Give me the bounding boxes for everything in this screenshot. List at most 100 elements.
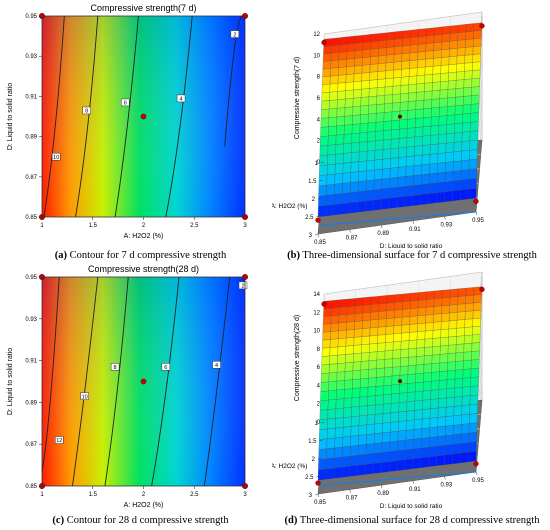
y-tick-label: 0.93 — [25, 317, 37, 323]
surface-cell — [416, 339, 426, 349]
surface-cell — [366, 169, 375, 181]
surface-cell — [346, 329, 355, 339]
surface-cell — [322, 60, 332, 70]
surface-cell — [473, 294, 482, 304]
surface-cell — [472, 317, 481, 328]
surface-cell — [414, 145, 423, 157]
x-tick-label: 2.5 — [190, 223, 199, 229]
surface-cell — [318, 195, 327, 207]
surface-cell — [366, 414, 376, 425]
caption-a-letter: (a) — [54, 250, 67, 261]
surface-cell — [336, 125, 345, 136]
surface-cell — [408, 67, 418, 77]
surface-cell — [328, 116, 337, 127]
surface-cell — [349, 201, 358, 214]
a-tick — [316, 215, 320, 218]
surface-cell — [363, 296, 372, 306]
d-tick — [412, 480, 415, 484]
surface-cell — [350, 161, 360, 173]
surface-cell — [341, 192, 351, 204]
surface-cell — [384, 350, 394, 360]
surface-cell — [446, 123, 455, 134]
surface-cell — [456, 335, 465, 345]
surface-cell — [407, 364, 417, 375]
surface-cell — [376, 367, 385, 378]
surface-cell — [321, 347, 331, 357]
surface-cell — [353, 344, 362, 354]
a-tick-label: 2 — [312, 457, 316, 463]
surface-cell — [441, 48, 450, 58]
x-tick-label: 2.5 — [190, 492, 199, 498]
surface-cell — [398, 128, 408, 139]
surface-cell — [413, 174, 422, 186]
surface-cell — [414, 126, 424, 138]
surface-cell — [441, 305, 450, 314]
surface-cell — [433, 49, 442, 59]
surface-cell — [471, 334, 481, 344]
surface-cell — [336, 389, 345, 400]
surface-cell — [336, 107, 346, 118]
surface-cell — [333, 193, 343, 205]
a-tick-label: 2.5 — [305, 215, 314, 221]
surface-cell — [407, 382, 416, 393]
design-point — [398, 114, 402, 119]
surface-cell — [462, 368, 472, 379]
surface-cell — [326, 427, 336, 439]
surface-cell — [449, 40, 458, 50]
surface-cell — [328, 389, 337, 401]
surface-cell — [421, 437, 430, 449]
surface-cell — [409, 59, 418, 69]
surface-cell — [361, 343, 370, 354]
surface-cell — [456, 319, 466, 329]
surface-cell — [429, 417, 439, 428]
surface-cell — [334, 163, 344, 175]
surface-cell — [440, 336, 449, 347]
d-tick — [317, 493, 320, 498]
contour-line — [114, 15, 139, 218]
surface-cell — [318, 458, 327, 471]
surface-cell — [415, 364, 425, 375]
surface-cell — [432, 73, 441, 83]
surface-cell — [382, 158, 391, 170]
surface-cell — [401, 324, 410, 334]
caption-d-letter: (d) — [284, 515, 298, 526]
x-tick-label: 1 — [40, 492, 44, 498]
surface-cell — [470, 94, 480, 105]
surface-cell — [351, 396, 361, 408]
surface-cell — [382, 422, 391, 434]
surface-cell — [391, 366, 401, 377]
z-axis-label: Compressive strength(7 d) — [294, 57, 301, 139]
surface-cell — [415, 117, 424, 128]
surface-cell — [330, 67, 339, 77]
surface-cell — [357, 190, 367, 203]
surface-cell — [353, 89, 362, 99]
a-tick — [316, 475, 320, 478]
surface-cell — [441, 33, 451, 43]
surface-cell — [391, 102, 401, 112]
caption-b: (b) Three-dimensional surface for 7 d co… — [277, 250, 547, 261]
surface-cell — [471, 77, 481, 88]
surface-cell — [347, 298, 356, 307]
surface-cell — [431, 90, 441, 100]
surface-cell — [344, 362, 354, 372]
surface-cell — [417, 51, 426, 61]
surface-cell — [353, 73, 363, 83]
surface-cell — [383, 384, 392, 395]
surface-cell — [445, 415, 454, 427]
surface-cell — [433, 305, 443, 315]
y-tick-label: 0.89 — [25, 400, 37, 406]
surface-cell — [438, 124, 447, 135]
surface-cell — [376, 359, 385, 369]
surface-cell — [378, 295, 388, 305]
surface-cell — [346, 305, 356, 315]
surface-cell — [398, 392, 408, 403]
surface-cell — [418, 35, 427, 45]
surface-cell — [331, 299, 340, 309]
surface-cell — [330, 330, 339, 340]
surface-cell — [461, 404, 471, 416]
surface-cell — [425, 314, 434, 324]
surface-panel-7d: 0 2 4 6 8 10 12 1 1.5 2 2.5 3 0.85 0.87 0.89 0.91 0.93 0.… — [271, 0, 550, 250]
surface-cell — [317, 468, 327, 481]
surface-cell — [377, 55, 387, 64]
surface-cell — [471, 86, 480, 96]
